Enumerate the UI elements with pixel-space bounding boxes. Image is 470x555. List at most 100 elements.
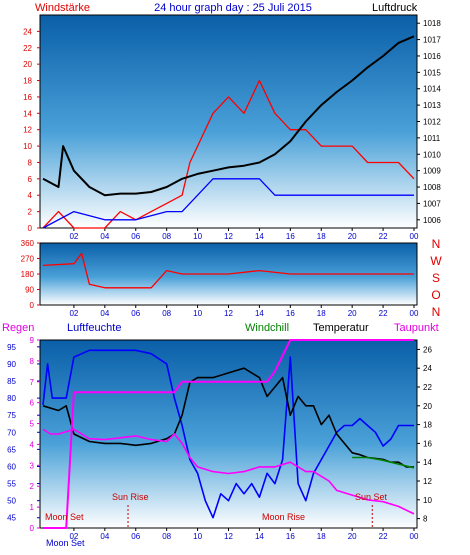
x-tick-label: 18	[317, 309, 326, 318]
y-tick-label: 95	[7, 343, 16, 352]
y2-tick-label: 14	[423, 458, 432, 467]
y2-tick-label: 26	[423, 345, 432, 354]
y2-tick-label: 1006	[423, 216, 441, 225]
y-tick-label: 14	[23, 109, 32, 118]
rain-axis-title: Regen	[2, 322, 34, 334]
x-tick-label: 20	[348, 532, 357, 541]
sun-rise-label: Sun Rise	[112, 492, 149, 502]
y-tick-label: 0	[30, 301, 35, 310]
y-tick-label: 180	[21, 270, 35, 279]
x-tick-label: 14	[255, 309, 264, 318]
x-tick-label: 12	[224, 532, 233, 541]
y2-tick-label: 10	[423, 496, 432, 505]
x-tick-label: 10	[193, 532, 202, 541]
x-tick-label: 04	[100, 232, 109, 241]
x-tick-label: 02	[69, 309, 78, 318]
y-tick-label: 10	[23, 142, 32, 151]
y-tick-label: 12	[23, 126, 32, 135]
x-tick-label: 04	[100, 532, 109, 541]
chart-title: 24 hour graph day : 25 Juli 2015	[154, 2, 312, 14]
luftdruck-line	[42, 35, 415, 197]
y-tick-label: 20	[23, 60, 32, 69]
x-tick-label: 10	[193, 309, 202, 318]
windchill-legend: Windchill	[245, 322, 289, 334]
moon-rise-label: Moon Rise	[262, 512, 305, 522]
y2-tick-label: 1008	[423, 183, 441, 192]
y-tick-label: 22	[23, 44, 32, 53]
x-tick-label: 16	[286, 532, 295, 541]
y-tick-label: 65	[7, 445, 16, 454]
x-tick-label: 02	[69, 532, 78, 541]
y-tick-label: 24	[23, 27, 32, 36]
y-tick-label: 6	[28, 175, 33, 184]
y-tick-label: 55	[7, 480, 16, 489]
x-tick-label: 08	[162, 309, 171, 318]
dewpoint-legend: Taupunkt	[394, 322, 439, 334]
y-tick-label: 360	[21, 239, 35, 248]
y-tick-label: 2	[30, 482, 35, 491]
compass-letter: S	[432, 271, 440, 285]
x-tick-label: 16	[286, 232, 295, 241]
y-tick-label: 18	[23, 77, 32, 86]
y-tick-label: 1	[30, 503, 35, 512]
compass-letter: N	[432, 305, 441, 319]
y-tick-label: 60	[7, 462, 16, 471]
y-tick-label: 4	[30, 440, 35, 449]
y-tick-label: 2	[28, 208, 33, 217]
y2-tick-label: 1011	[423, 134, 441, 143]
y-tick-label: 16	[23, 93, 32, 102]
y-tick-label: 6	[30, 399, 35, 408]
y2-tick-label: 1009	[423, 167, 441, 176]
y2-tick-label: 1016	[423, 52, 441, 61]
y-tick-label: 5	[30, 420, 35, 429]
x-tick-label: 08	[162, 232, 171, 241]
y-tick-label: 8	[30, 357, 35, 366]
moon-set-footer-label: Moon Set	[46, 538, 85, 548]
taupunkt-line	[42, 428, 415, 515]
x-tick-label: 06	[131, 232, 140, 241]
temperature-legend: Temperatur	[313, 322, 369, 334]
y2-tick-label: 1018	[423, 19, 441, 28]
y2-tick-label: 8	[423, 515, 428, 524]
wind-direction-line	[42, 252, 414, 289]
y2-tick-label: 1013	[423, 101, 441, 110]
x-tick-label: 06	[131, 309, 140, 318]
humidity-axis-title: Luftfeuchte	[67, 322, 121, 334]
y-tick-label: 7	[30, 378, 35, 387]
x-tick-label: 16	[286, 309, 295, 318]
x-tick-label: 02	[69, 232, 78, 241]
y2-tick-label: 1017	[423, 36, 441, 45]
x-tick-label: 00	[410, 309, 419, 318]
x-tick-label: 22	[379, 532, 388, 541]
moon-set-label: Moon Set	[45, 512, 84, 522]
y-tick-label: 85	[7, 377, 16, 386]
y2-tick-label: 20	[423, 402, 432, 411]
y2-tick-label: 1010	[423, 150, 441, 159]
x-tick-label: 18	[317, 232, 326, 241]
x-tick-label: 20	[348, 309, 357, 318]
windstaerke-line	[42, 79, 415, 229]
y2-tick-label: 16	[423, 439, 432, 448]
regen-line	[43, 339, 414, 529]
compass-letter: O	[431, 288, 440, 302]
x-tick-label: 12	[224, 309, 233, 318]
y-tick-label: 80	[7, 394, 16, 403]
luftfeuchte-line	[42, 349, 414, 519]
y2-tick-label: 18	[423, 421, 432, 430]
sun-set-label: Sun Set	[355, 492, 388, 502]
y-tick-label: 45	[7, 514, 16, 523]
x-tick-label: 12	[224, 232, 233, 241]
y-tick-label: 70	[7, 428, 16, 437]
y-tick-label: 9	[30, 336, 35, 345]
x-tick-label: 00	[410, 532, 419, 541]
y2-tick-label: 24	[423, 364, 432, 373]
y-tick-label: 90	[25, 286, 34, 295]
y2-tick-label: 1014	[423, 85, 441, 94]
right-axis-title: Luftdruck	[372, 2, 418, 14]
windchill-line	[352, 456, 415, 469]
y-tick-label: 90	[7, 360, 16, 369]
y-tick-label: 4	[28, 191, 33, 200]
left-axis-title: Windstärke	[35, 2, 90, 14]
